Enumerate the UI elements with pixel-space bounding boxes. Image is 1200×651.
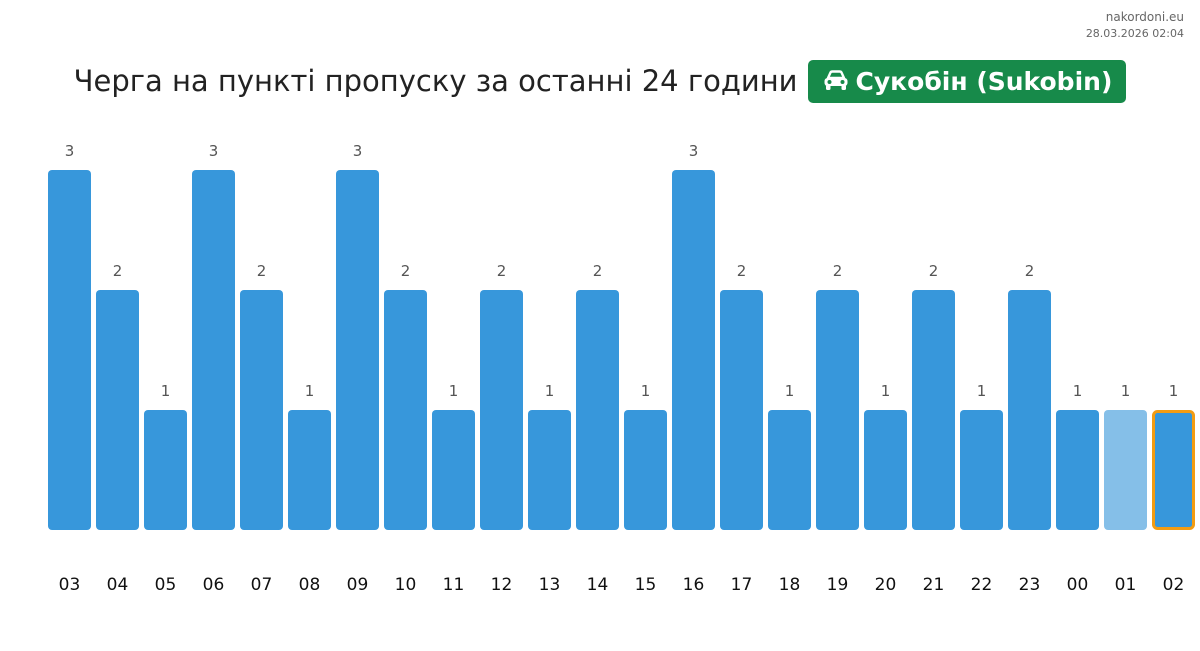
tick-label-09: 09 xyxy=(347,575,369,595)
tick-label-14: 14 xyxy=(587,575,609,595)
value-label-22: 1 xyxy=(977,382,987,400)
tick-label-01: 01 xyxy=(1115,575,1137,595)
tick-label-22: 22 xyxy=(971,575,993,595)
bar-13 xyxy=(528,410,571,530)
bar-00 xyxy=(1056,410,1099,530)
tick-label-04: 04 xyxy=(107,575,129,595)
bar-22 xyxy=(960,410,1003,530)
tick-label-02: 02 xyxy=(1163,575,1185,595)
bar-18 xyxy=(768,410,811,530)
chart-title: Черга на пункті пропуску за останні 24 г… xyxy=(73,64,798,98)
bar-02 xyxy=(1152,410,1195,530)
value-label-01: 1 xyxy=(1121,382,1131,400)
value-label-10: 2 xyxy=(401,262,411,280)
tick-label-19: 19 xyxy=(827,575,849,595)
checkpoint-badge: Сукобін (Sukobin) xyxy=(807,59,1127,103)
bar-01 xyxy=(1104,410,1147,530)
bar-03 xyxy=(48,170,91,530)
tick-label-11: 11 xyxy=(443,575,465,595)
bar-16 xyxy=(672,170,715,530)
value-label-19: 2 xyxy=(833,262,843,280)
checkpoint-name: Сукобін (Sukobin) xyxy=(855,66,1113,96)
value-label-05: 1 xyxy=(161,382,171,400)
tick-label-15: 15 xyxy=(635,575,657,595)
title-row: Черга на пункті пропуску за останні 24 г… xyxy=(0,59,1200,103)
bar-23 xyxy=(1008,290,1051,530)
value-label-06: 3 xyxy=(209,142,219,160)
bar-12 xyxy=(480,290,523,530)
value-label-21: 2 xyxy=(929,262,939,280)
bar-04 xyxy=(96,290,139,530)
tick-label-13: 13 xyxy=(539,575,561,595)
bar-20 xyxy=(864,410,907,530)
value-label-09: 3 xyxy=(353,142,363,160)
timestamp: 28.03.2026 02:04 xyxy=(1085,27,1184,40)
value-label-17: 2 xyxy=(737,262,747,280)
value-label-13: 1 xyxy=(545,382,555,400)
bar-07 xyxy=(240,290,283,530)
tick-label-18: 18 xyxy=(779,575,801,595)
tick-label-21: 21 xyxy=(923,575,945,595)
value-label-23: 2 xyxy=(1025,262,1035,280)
bar-09 xyxy=(336,170,379,530)
value-label-12: 2 xyxy=(497,262,507,280)
tick-label-06: 06 xyxy=(203,575,225,595)
tick-label-00: 00 xyxy=(1067,575,1089,595)
bar-15 xyxy=(624,410,667,530)
tick-label-07: 07 xyxy=(251,575,273,595)
site-name: nakordoni.eu xyxy=(1105,10,1184,24)
tick-label-10: 10 xyxy=(395,575,417,595)
tick-label-03: 03 xyxy=(59,575,81,595)
tick-label-20: 20 xyxy=(875,575,897,595)
tick-label-12: 12 xyxy=(491,575,513,595)
value-label-14: 2 xyxy=(593,262,603,280)
tick-label-16: 16 xyxy=(683,575,705,595)
bar-10 xyxy=(384,290,427,530)
tick-label-17: 17 xyxy=(731,575,753,595)
value-label-02: 1 xyxy=(1169,382,1179,400)
value-label-08: 1 xyxy=(305,382,315,400)
tick-label-08: 08 xyxy=(299,575,321,595)
bar-11 xyxy=(432,410,475,530)
value-label-07: 2 xyxy=(257,262,267,280)
tick-label-23: 23 xyxy=(1019,575,1041,595)
car-icon xyxy=(822,69,850,93)
bar-05 xyxy=(144,410,187,530)
bar-08 xyxy=(288,410,331,530)
bar-14 xyxy=(576,290,619,530)
value-label-03: 3 xyxy=(65,142,75,160)
value-label-15: 1 xyxy=(641,382,651,400)
value-label-00: 1 xyxy=(1073,382,1083,400)
value-label-18: 1 xyxy=(785,382,795,400)
bar-17 xyxy=(720,290,763,530)
bar-21 xyxy=(912,290,955,530)
value-label-20: 1 xyxy=(881,382,891,400)
value-label-04: 2 xyxy=(113,262,123,280)
bar-06 xyxy=(192,170,235,530)
value-label-16: 3 xyxy=(689,142,699,160)
value-label-11: 1 xyxy=(449,382,459,400)
bar-19 xyxy=(816,290,859,530)
tick-label-05: 05 xyxy=(155,575,177,595)
